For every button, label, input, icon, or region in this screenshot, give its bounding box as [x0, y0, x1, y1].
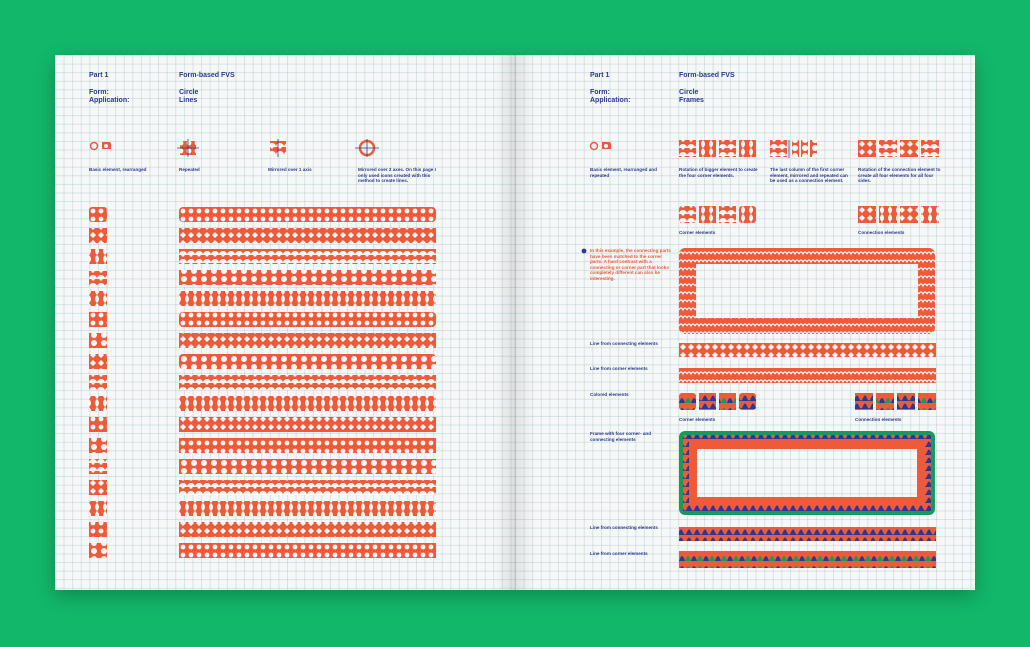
- repeated-element-icon: [177, 139, 199, 157]
- line-connecting: [679, 343, 936, 357]
- part-label: Part 1: [590, 72, 610, 79]
- right-page: Part 1 Form-based FVS Form: Application:…: [515, 55, 975, 590]
- form-label: Form:: [89, 89, 109, 96]
- line-corner-colored: [679, 551, 936, 568]
- page-title: Form-based FVS: [179, 72, 235, 79]
- caption-basic: Basic element, rearranged: [89, 167, 147, 172]
- open-book: Part 1 Form-based FVS Form: Application:…: [55, 55, 975, 590]
- frame-coral: [679, 248, 935, 334]
- connection-rotation-icons: [858, 140, 939, 157]
- label-frame: Frame with four corner- and connecting e…: [590, 431, 652, 442]
- form-label: Form:: [590, 89, 610, 96]
- form-value: Circle: [179, 89, 199, 96]
- label-colored: Colored elements: [590, 392, 629, 397]
- application-value: Frames: [679, 97, 704, 104]
- label-connection-elements-2: Connection elements: [855, 417, 902, 422]
- mirrored-2-axes-icon: [355, 139, 379, 157]
- application-label: Application:: [590, 97, 631, 104]
- caption-last-column: The last column of the first corner elem…: [770, 167, 848, 184]
- label-line-corner-2: Line from corner elements: [590, 551, 648, 556]
- connection-mirror-icons: [770, 140, 817, 158]
- bullet-dot: [581, 248, 587, 254]
- mirrored-1-axis-icon: [270, 139, 286, 157]
- caption-repeated: Repeated: [179, 167, 200, 172]
- label-connection-elements: Connection elements: [858, 230, 905, 235]
- caption-rotation: Rotation of bigger element to create the…: [679, 167, 758, 178]
- frame-colored: [679, 431, 935, 515]
- basic-element-icon: [589, 141, 611, 151]
- basic-element-icon: [89, 141, 111, 151]
- connection-elements: [858, 206, 939, 223]
- page-title: Form-based FVS: [679, 72, 735, 79]
- corner-rotation-icons: [679, 140, 756, 157]
- line-connecting-colored: [679, 527, 936, 541]
- colored-connection-elements: [855, 393, 936, 410]
- part-label: Part 1: [89, 72, 109, 79]
- caption-connection-rotation: Rotation of the connection element to cr…: [858, 167, 941, 184]
- line-patterns: [179, 207, 436, 558]
- caption-mirrored-1: Mirrored over 1 axis: [268, 167, 312, 172]
- application-value: Lines: [179, 97, 198, 104]
- label-line-corner: Line from corner elements: [590, 366, 648, 371]
- caption-mirrored-2: Mirrored over 2 axes. On this page I onl…: [358, 167, 436, 184]
- label-line-connecting-2: Line from connecting elements: [590, 525, 658, 530]
- note-text: In this example, the connecting parts ha…: [590, 248, 671, 281]
- application-label: Application:: [89, 97, 130, 104]
- label-corner-elements: Corner elements: [679, 230, 716, 235]
- colored-corner-elements: [679, 393, 756, 410]
- corner-elements: [679, 206, 756, 223]
- icon-column: [89, 207, 107, 558]
- caption-basic: Basic element, rearranged and repeated: [590, 167, 657, 178]
- label-line-connecting: Line from connecting elements: [590, 341, 658, 346]
- label-corner-elements-2: Corner elements: [679, 417, 716, 422]
- left-page: Part 1 Form-based FVS Form: Application:…: [55, 55, 515, 590]
- line-corner: [679, 368, 936, 383]
- form-value: Circle: [679, 89, 699, 96]
